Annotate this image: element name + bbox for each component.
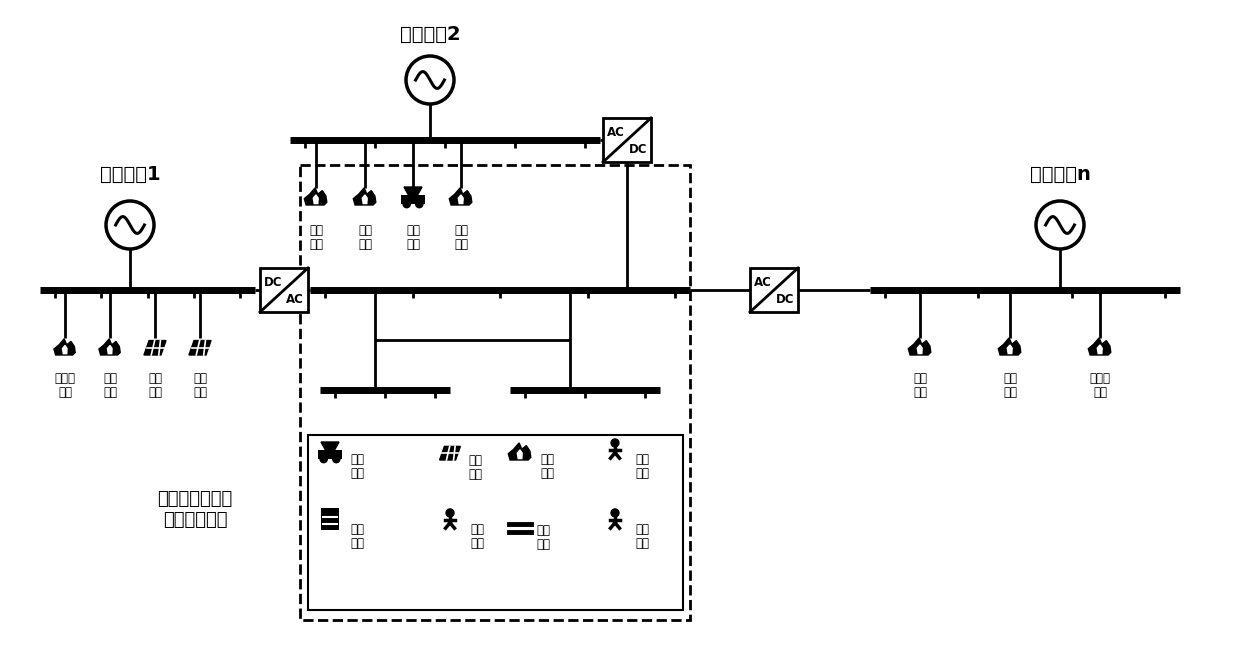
Polygon shape xyxy=(517,450,522,459)
Text: 储能: 储能 xyxy=(350,523,365,536)
Text: 冷电: 冷电 xyxy=(536,524,551,537)
Text: 关键: 关键 xyxy=(1003,372,1017,385)
Text: 装置: 装置 xyxy=(350,537,365,550)
Text: 汽车: 汽车 xyxy=(405,238,420,251)
Polygon shape xyxy=(362,195,367,203)
Text: 工业: 工业 xyxy=(539,453,554,466)
Text: 屋顶: 屋顶 xyxy=(193,372,207,385)
Polygon shape xyxy=(314,195,319,203)
Text: 居民: 居民 xyxy=(635,523,649,536)
Polygon shape xyxy=(108,346,112,354)
Text: DC: DC xyxy=(776,293,795,306)
Text: 电动: 电动 xyxy=(405,224,420,237)
Text: 工业: 工业 xyxy=(358,224,372,237)
Text: 光伏: 光伏 xyxy=(193,386,207,399)
Text: 负荷: 负荷 xyxy=(454,238,467,251)
Text: 电动: 电动 xyxy=(350,453,365,466)
Text: 电动机: 电动机 xyxy=(1090,372,1111,385)
Polygon shape xyxy=(353,188,376,205)
Text: 多馈入型交直流
微网柔性互联: 多馈入型交直流 微网柔性互联 xyxy=(157,490,233,529)
Polygon shape xyxy=(908,338,931,355)
Text: 光伏: 光伏 xyxy=(148,386,162,399)
Polygon shape xyxy=(55,339,76,355)
Polygon shape xyxy=(440,446,460,460)
Bar xyxy=(319,450,342,459)
Text: 居民: 居民 xyxy=(635,453,649,466)
Text: 关键: 关键 xyxy=(309,224,322,237)
Polygon shape xyxy=(1089,338,1111,355)
Text: 电动机: 电动机 xyxy=(55,372,76,385)
Text: 联供: 联供 xyxy=(536,539,551,552)
Text: 工业: 工业 xyxy=(913,372,928,385)
Polygon shape xyxy=(404,187,422,195)
Circle shape xyxy=(611,509,619,517)
Polygon shape xyxy=(99,339,120,355)
Text: 负荷: 负荷 xyxy=(635,537,649,550)
Polygon shape xyxy=(459,195,464,203)
Text: 负荷: 负荷 xyxy=(470,537,484,550)
Polygon shape xyxy=(1097,345,1102,354)
Text: 交流微网n: 交流微网n xyxy=(1029,165,1090,184)
Text: DC: DC xyxy=(629,143,647,156)
Polygon shape xyxy=(304,188,327,205)
Text: 屋顶: 屋顶 xyxy=(467,453,482,466)
Bar xyxy=(402,195,424,204)
Text: DC: DC xyxy=(264,276,283,289)
Text: AC: AC xyxy=(286,293,304,306)
Text: 负荷: 负荷 xyxy=(539,467,554,480)
Bar xyxy=(321,508,339,530)
Text: 负荷: 负荷 xyxy=(1003,386,1017,399)
Polygon shape xyxy=(508,443,531,460)
Text: 负荷: 负荷 xyxy=(103,386,117,399)
Circle shape xyxy=(403,201,410,208)
Text: 交流微网2: 交流微网2 xyxy=(399,25,460,44)
Text: 屋顶: 屋顶 xyxy=(148,372,162,385)
Text: 负荷: 负荷 xyxy=(358,238,372,251)
Text: 工业: 工业 xyxy=(103,372,117,385)
Polygon shape xyxy=(144,340,166,355)
Circle shape xyxy=(611,439,619,447)
Text: 负荷: 负荷 xyxy=(635,467,649,480)
Text: 光伏: 光伏 xyxy=(467,468,482,481)
Text: 工业: 工业 xyxy=(454,224,467,237)
Text: 负荷: 负荷 xyxy=(58,386,72,399)
Polygon shape xyxy=(918,345,923,354)
Text: 负荷: 负荷 xyxy=(913,386,928,399)
Text: 负荷: 负荷 xyxy=(309,238,322,251)
Circle shape xyxy=(332,455,340,462)
Text: 居民: 居民 xyxy=(470,523,484,536)
Text: AC: AC xyxy=(608,125,625,138)
Bar xyxy=(750,268,799,312)
Circle shape xyxy=(320,455,327,462)
Text: 汽车: 汽车 xyxy=(350,467,365,480)
Text: 负荷: 负荷 xyxy=(1092,386,1107,399)
Circle shape xyxy=(415,201,423,208)
Polygon shape xyxy=(1007,345,1012,354)
Bar xyxy=(260,268,308,312)
Bar xyxy=(300,165,689,620)
Bar xyxy=(603,118,651,162)
Polygon shape xyxy=(449,188,471,205)
Polygon shape xyxy=(321,442,339,450)
Text: 交流微网1: 交流微网1 xyxy=(99,165,160,184)
Polygon shape xyxy=(188,340,211,355)
Polygon shape xyxy=(62,346,67,354)
Text: AC: AC xyxy=(754,276,771,289)
Circle shape xyxy=(446,509,454,517)
Bar xyxy=(308,435,683,610)
Polygon shape xyxy=(998,338,1021,355)
